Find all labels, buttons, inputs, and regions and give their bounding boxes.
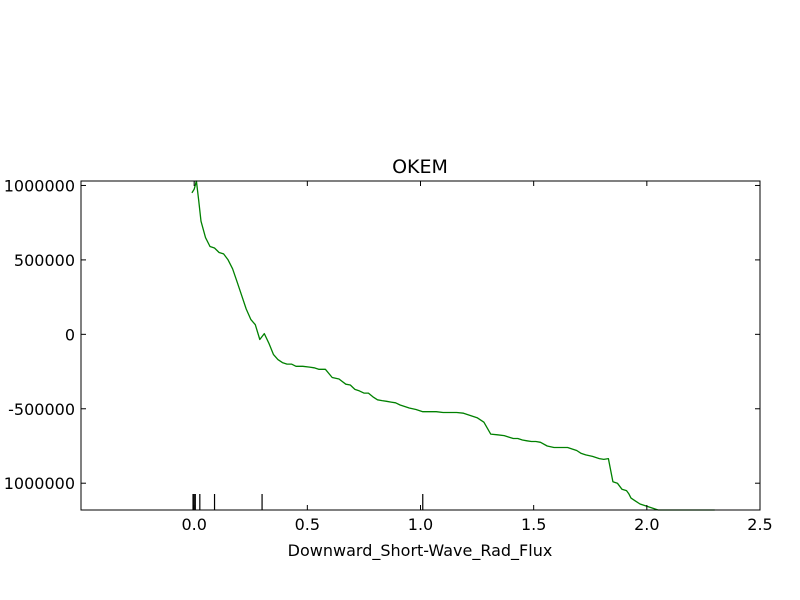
series-lines [191,180,715,511]
series-line-0 [191,180,715,511]
x-tick-label-0: 0.0 [181,515,206,534]
y-tick-label-2: 0 [65,325,75,344]
y-tick-label-4: 1000000 [4,474,75,493]
x-tick-label-5: 2.5 [747,515,772,534]
x-tick-label-2: 1.0 [408,515,433,534]
x-tick-label-4: 2.0 [634,515,659,534]
y-tick-label-0: 1000000 [4,176,75,195]
y-tick-label-3: -500000 [8,400,75,419]
x-tick-label-1: 0.5 [295,515,320,534]
y-axis-ticks: 1000000 500000 0 -500000 1000000 [4,176,760,493]
y-tick-label-1: 500000 [14,251,75,270]
plot-area [81,181,760,510]
chart-title: OKEM [392,156,448,178]
x-tick-label-3: 1.5 [521,515,546,534]
x-axis-label: Downward_Short-Wave_Rad_Flux [288,541,553,561]
x-axis-ticks: 0.0 0.5 1.0 1.5 2.0 2.5 [181,181,773,534]
